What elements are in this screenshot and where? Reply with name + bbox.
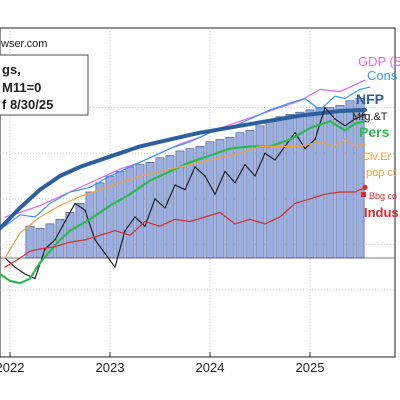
series-line-4: [0, 120, 367, 285]
header-line-2: M11=0: [2, 80, 41, 95]
header-box: wser.com gs, M11=0 f 8/30/25: [0, 38, 89, 116]
bar-24: [265, 120, 275, 259]
x-axis-ticks: 2022 2023 2024 2025: [0, 352, 324, 375]
bar-13: [155, 157, 165, 259]
bar-12: [145, 162, 155, 259]
legend-label-2: NFP: [356, 91, 384, 107]
x-tick-label-2: 2024: [196, 360, 225, 375]
legend-label-6: pop ct: [366, 167, 396, 179]
legend-label-4: Pers: [359, 124, 390, 140]
source-text: wser.com: [0, 38, 47, 50]
bar-8: [105, 175, 115, 259]
bar-25: [275, 116, 285, 259]
legend-label-0: GDP (S: [358, 54, 400, 69]
header-line-3: f 8/30/25: [2, 97, 53, 112]
series-line-0: [4, 79, 366, 218]
x-tick-label-1: 2023: [96, 360, 125, 375]
legend-label-1: Cons: [367, 68, 398, 83]
x-tick-label-3: 2025: [296, 360, 325, 375]
series-line-5: [4, 138, 366, 259]
header-line-1: gs,: [2, 62, 21, 77]
legend-marker-bbg: [361, 192, 366, 197]
series-line-6: [4, 186, 366, 268]
series-line-3: [4, 106, 366, 280]
series-line-2: [0, 107, 367, 231]
legend-label-5: Civ.Er: [362, 151, 391, 163]
series-lines: [0, 79, 371, 285]
x-tick-label-0: 2022: [0, 360, 24, 375]
bar-5: [75, 203, 85, 259]
series-line-1: [4, 86, 371, 227]
bar-29: [315, 107, 325, 259]
bar-21: [235, 132, 245, 259]
header-note-box: [0, 54, 89, 116]
legend-label-8: Indus: [364, 205, 399, 220]
series-markers: [362, 184, 368, 190]
bar-28: [305, 109, 315, 259]
bar-4: [65, 212, 75, 259]
series-end-marker-6: [362, 184, 368, 190]
legend-label-3: Mfg.&T: [352, 111, 388, 123]
bars: [25, 98, 365, 259]
legend-label-7: Bbg co: [369, 191, 397, 201]
bar-30: [325, 107, 335, 259]
bar-11: [135, 164, 145, 259]
